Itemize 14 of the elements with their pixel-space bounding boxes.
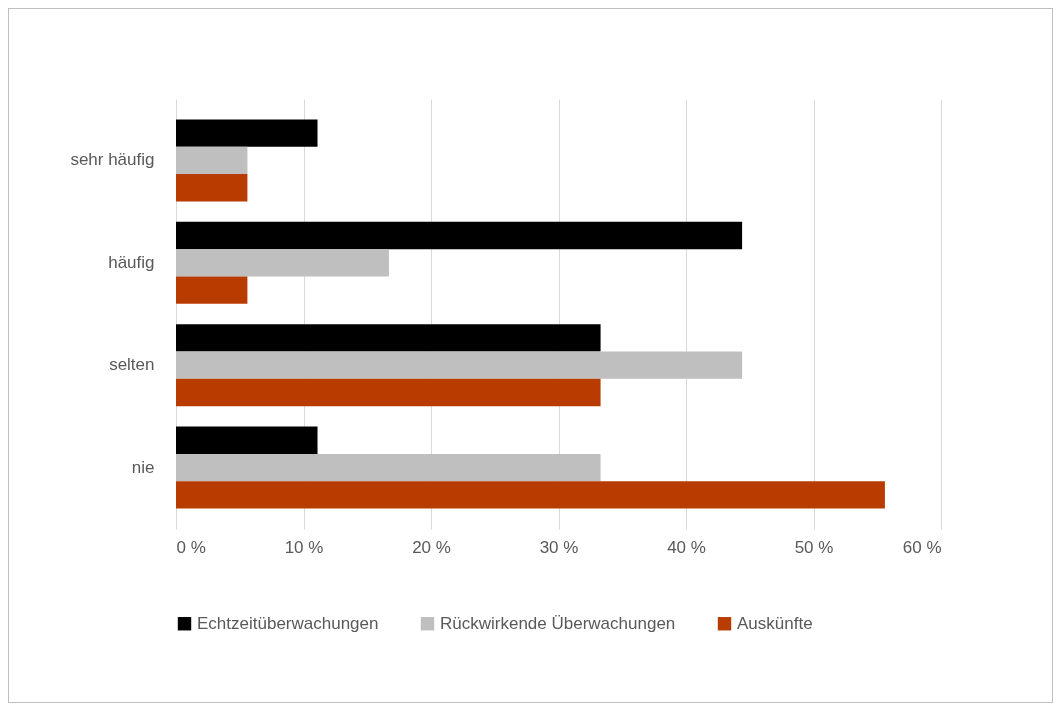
y-tick-label: nie [131, 457, 155, 477]
x-tick-label: 10 % [284, 537, 324, 557]
legend-label: Echtzeitüberwachungen [197, 613, 379, 633]
legend-label: Auskünfte [737, 613, 813, 633]
x-tick-label: 30 % [539, 537, 579, 557]
y-tick-label: sehr häufig [70, 150, 155, 170]
y-tick-label: häufig [108, 252, 155, 272]
legend-label: Rückwirkende Überwachungen [440, 613, 676, 633]
y-tick-label: selten [109, 355, 155, 375]
x-tick-label: 20 % [412, 537, 451, 557]
x-tick-label: 0 % [176, 537, 206, 557]
x-tick-label: 60 % [902, 537, 942, 557]
x-tick-label: 50 % [794, 537, 834, 557]
x-tick-label: 40 % [667, 537, 706, 557]
